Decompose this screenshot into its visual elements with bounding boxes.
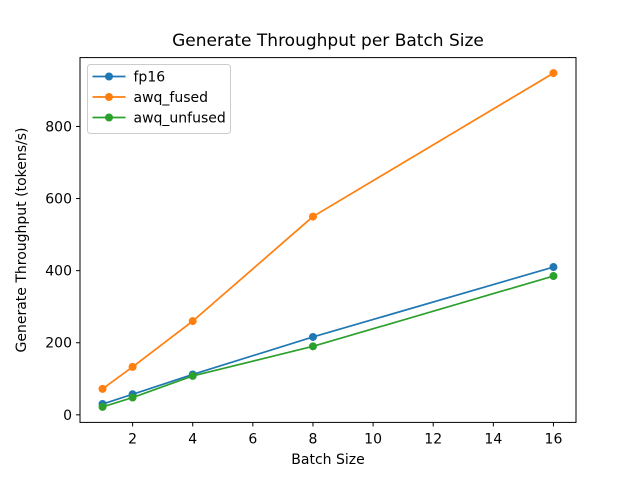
legend-marker-fp16 (105, 72, 113, 81)
data-point-awq_unfused (308, 342, 317, 351)
x-tick-label: 12 (424, 431, 442, 447)
legend-label-awq_fused: awq_fused (134, 90, 209, 106)
data-point-awq_fused (128, 362, 137, 371)
x-tick-label: 14 (484, 431, 502, 447)
data-point-awq_fused (98, 384, 107, 393)
data-point-awq_unfused (188, 371, 197, 380)
legend: fp16 awq_fused awq_unfused (87, 64, 231, 134)
data-point-awq_fused (549, 69, 558, 78)
y-axis-label: Generate Throughput (tokens/s) (14, 128, 30, 353)
x-tick-label: 2 (128, 431, 137, 447)
data-point-awq_unfused (128, 393, 137, 402)
x-tick-label: 4 (188, 431, 197, 447)
x-tick-label: 10 (364, 431, 382, 447)
y-tick-label: 0 (63, 408, 72, 424)
series-line-awq_unfused (101, 275, 555, 408)
axes-layer: 2 4 6 8 10 12 14 16 0 200 400 600 800 (45, 57, 577, 447)
data-point-awq_fused (308, 212, 317, 221)
y-tick-label: 200 (45, 336, 72, 352)
x-tick-label: 8 (309, 431, 318, 447)
data-point-awq_unfused (98, 402, 107, 411)
data-point-awq_fused (188, 317, 197, 326)
x-tick-label: 6 (248, 431, 257, 447)
plot-border (79, 57, 577, 423)
legend-label-awq_unfused: awq_unfused (134, 111, 226, 127)
legend-label-fp16: fp16 (134, 70, 166, 86)
data-point-awq_unfused (549, 272, 558, 281)
chart-title: Generate Throughput per Batch Size (172, 31, 484, 51)
y-tick-label: 800 (45, 119, 72, 135)
legend-box (87, 64, 231, 134)
y-tick-label: 400 (45, 264, 72, 280)
x-axis-label: Batch Size (291, 452, 364, 468)
data-point-fp16 (549, 263, 558, 272)
x-tick-label: 16 (545, 431, 563, 447)
data-point-fp16 (308, 332, 317, 341)
legend-marker-awq_unfused (105, 113, 113, 122)
series-layer (98, 69, 558, 411)
y-tick-label: 600 (45, 192, 72, 208)
legend-marker-awq_fused (105, 93, 113, 101)
